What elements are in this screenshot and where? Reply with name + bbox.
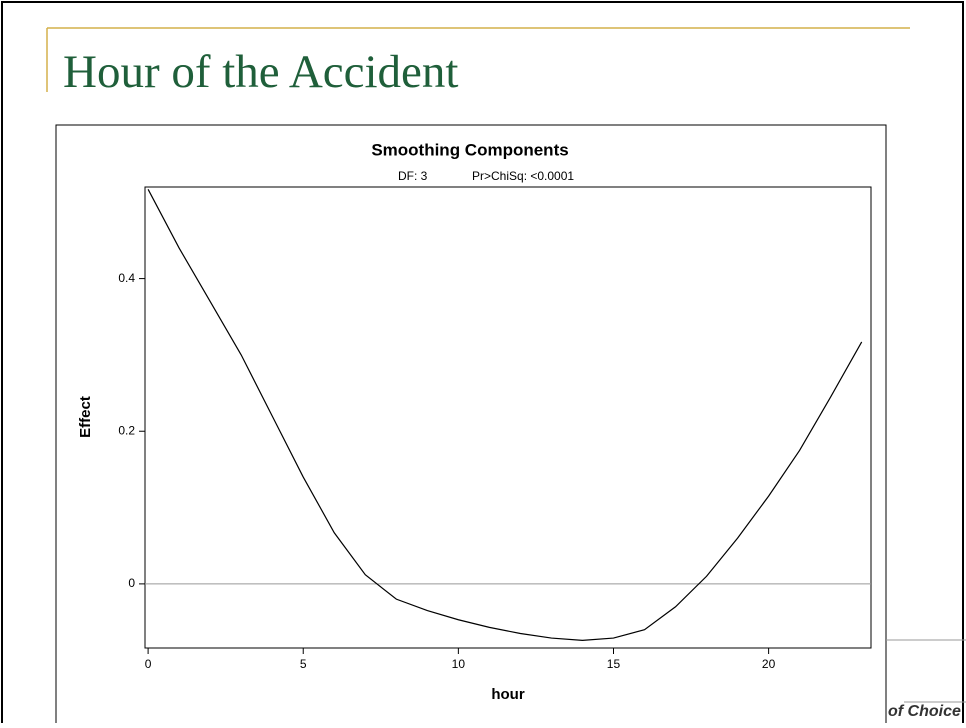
x-axis-label: hour [491,686,524,703]
y-tick-label: 0.2 [118,423,135,437]
chart-title: Smoothing Components [371,140,568,159]
chart-subtitle: Pr>ChiSq: <0.0001 [472,169,574,183]
chart-frame [55,124,887,728]
x-tick-label: 20 [762,657,776,671]
x-tick-label: 0 [145,657,152,671]
x-tick-label: 10 [452,657,466,671]
y-axis-label: Effect [77,396,94,438]
y-tick-label: 0 [128,576,135,590]
x-tick-label: 5 [300,657,307,671]
logo-text: of Choice [888,703,961,720]
y-tick-label: 0.4 [118,271,135,285]
slide-title: Hour of the Accident [63,46,458,98]
chart-subtitle: DF: 3 [398,169,428,183]
effect-line [147,189,863,641]
x-tick-label: 15 [607,657,621,671]
plot-area [144,186,872,649]
